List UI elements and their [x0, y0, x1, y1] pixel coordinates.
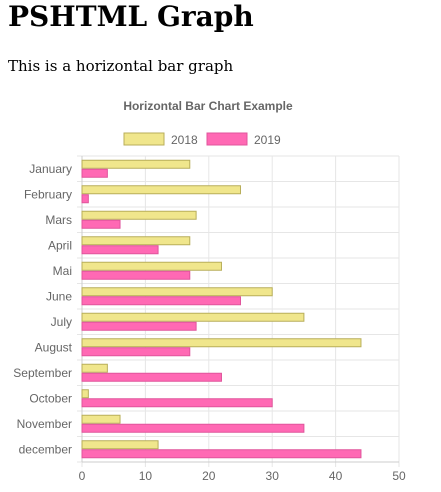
y-tick-label: February — [24, 187, 72, 201]
bar-2019-April — [81, 245, 159, 255]
bar-2019-Mars — [81, 219, 121, 229]
bar-2018-december — [81, 440, 159, 450]
bar-2019-January — [81, 168, 108, 178]
bar-2019-September — [81, 372, 222, 382]
x-tick-label: 50 — [392, 469, 406, 483]
chart-title: Horizontal Bar Chart Example — [123, 99, 293, 113]
page-heading: PSHTML Graph — [8, 0, 254, 33]
legend-label-2019: 2019 — [254, 133, 281, 147]
bar-2019-Mai — [81, 270, 191, 280]
bar-2019-October — [81, 398, 273, 408]
y-tick-label: Mai — [53, 264, 72, 278]
y-tick-label: October — [29, 391, 72, 405]
bar-2018-Mai — [81, 261, 222, 271]
y-tick-label: June — [46, 289, 72, 303]
bar-2018-October — [81, 389, 89, 399]
x-tick-label: 20 — [202, 469, 216, 483]
y-tick-label: November — [17, 417, 72, 431]
bar-2018-January — [81, 159, 191, 169]
bar-2018-September — [81, 363, 108, 373]
bar-2019-November — [81, 423, 305, 433]
y-tick-label: April — [48, 238, 72, 252]
y-tick-label: Mars — [45, 213, 72, 227]
bar-2019-August — [81, 347, 191, 357]
bar-2018-November — [81, 414, 121, 424]
y-tick-label: July — [51, 315, 72, 329]
legend-label-2018: 2018 — [171, 133, 198, 147]
bar-2019-december — [81, 449, 362, 459]
x-tick-label: 30 — [266, 469, 280, 483]
legend-swatch-2019 — [206, 132, 248, 146]
bar-2018-Mars — [81, 210, 197, 220]
bar-2018-April — [81, 236, 191, 246]
x-tick-label: 10 — [139, 469, 153, 483]
y-tick-label: december — [19, 442, 72, 456]
bar-2018-June — [81, 287, 273, 297]
x-tick-label: 0 — [79, 469, 86, 483]
page-description: This is a horizontal bar graph — [8, 57, 234, 75]
bar-2018-February — [81, 185, 241, 195]
y-tick-label: September — [13, 366, 72, 380]
bar-2019-June — [81, 296, 241, 306]
x-tick-label: 40 — [329, 469, 343, 483]
legend-swatch-2018 — [123, 132, 165, 146]
y-tick-label: January — [29, 162, 72, 176]
y-tick-label: August — [35, 340, 73, 354]
bar-2018-July — [81, 312, 305, 322]
bar-2019-July — [81, 321, 197, 331]
bar-2018-August — [81, 338, 362, 348]
bar-2019-February — [81, 194, 89, 204]
